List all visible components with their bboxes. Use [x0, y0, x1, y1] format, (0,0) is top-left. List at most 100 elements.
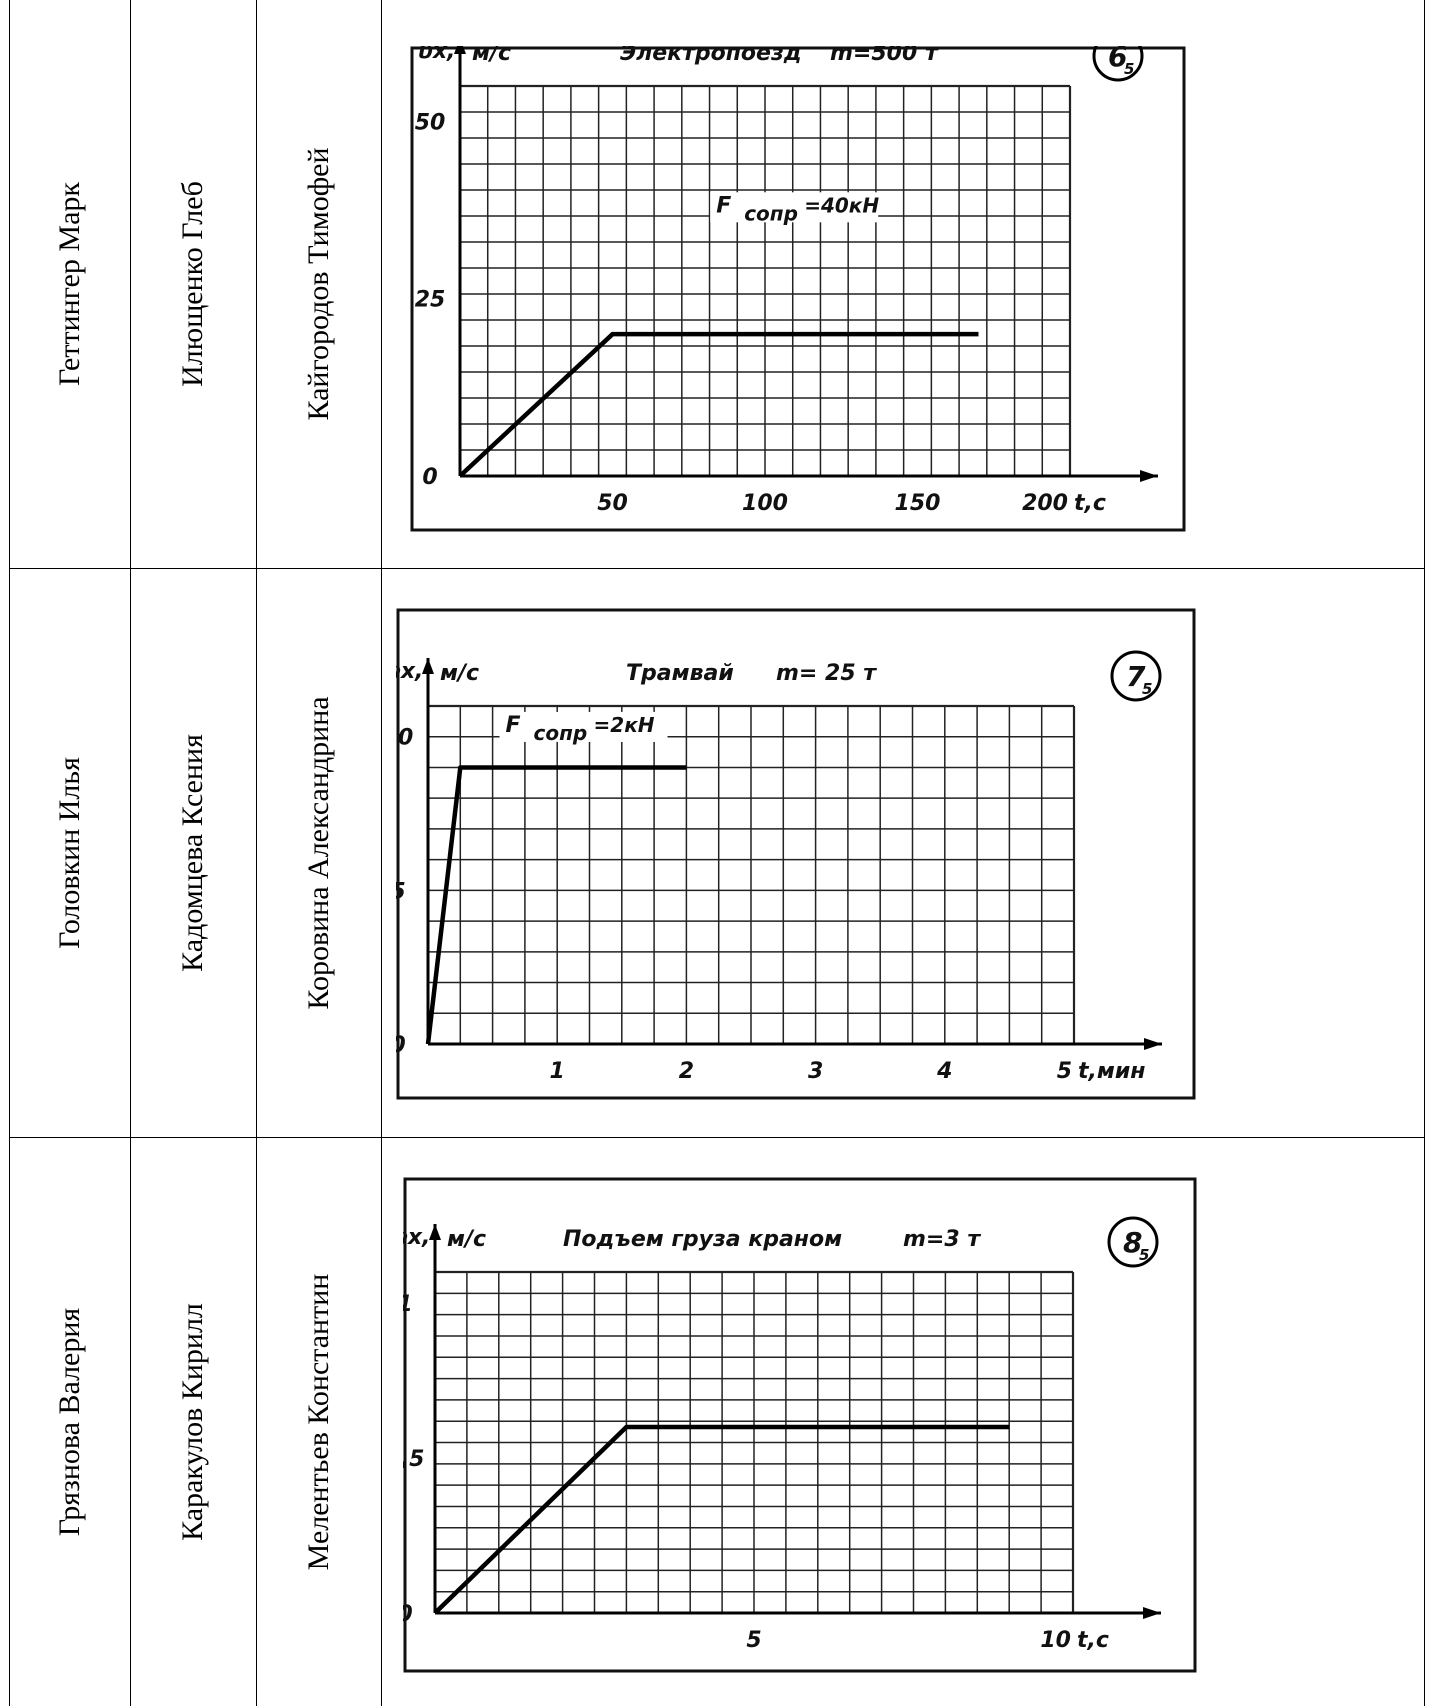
student-name-cell: Кадомцева Ксения — [130, 568, 256, 1137]
resistance-force-symbol: F — [506, 713, 521, 738]
variant-badge: 65 — [1092, 46, 1144, 82]
variant-badge-subscript: 5 — [1124, 60, 1134, 78]
student-name-cell: Мелентьев Константин — [256, 1137, 381, 1706]
y-axis-arrow — [454, 46, 466, 54]
x-axis-arrow — [1143, 1607, 1161, 1619]
y-axis-arrow — [422, 658, 434, 674]
column-divider — [381, 0, 382, 1706]
row-divider — [9, 1137, 1425, 1138]
student-name: Коровина Александрина — [301, 695, 335, 1010]
student-name-cell: Коровина Александрина — [256, 568, 381, 1137]
student-name-cell: Кайгородов Тимофей — [256, 0, 381, 568]
x-tick-label: 200 — [1022, 491, 1068, 516]
y-axis-symbol: υx, — [418, 46, 455, 64]
y-axis-arrow — [429, 1224, 441, 1240]
y-axis-unit: м/с — [440, 661, 479, 686]
student-name: Головкин Илья — [52, 756, 86, 949]
variant-badge: 75 — [1110, 650, 1162, 702]
student-name-cell: Илющенко Глеб — [130, 0, 256, 568]
y-axis-unit: м/с — [472, 46, 511, 66]
x-tick-label: 100 — [742, 491, 788, 516]
student-name: Кадомцева Ксения — [176, 733, 209, 972]
x-tick-label: 50 — [597, 491, 628, 516]
x-axis-unit: t,с — [1077, 1628, 1109, 1653]
student-name-cell: Грязнова Валерия — [9, 1137, 130, 1706]
student-name-cell: Головкин Илья — [9, 568, 130, 1137]
resistance-force-label-bg — [710, 192, 879, 223]
y-tick-label: 25 — [415, 288, 446, 313]
resistance-force-value: =2кН — [594, 713, 655, 737]
variant-badge-circle — [1092, 46, 1144, 82]
y-tick-label: 0,5 — [403, 1447, 424, 1472]
table-border-left — [9, 0, 10, 1706]
figure-frame — [410, 46, 1186, 532]
student-name-cell: Геттингер Марк — [9, 0, 130, 568]
y-axis-unit: м/с — [447, 1227, 486, 1252]
student-name: Илющенко Глеб — [176, 181, 209, 387]
figure-frame — [396, 608, 1196, 1100]
column-divider — [256, 0, 257, 1706]
velocity-line — [425, 765, 687, 1045]
y-axis-symbol: υx, — [403, 1225, 430, 1250]
x-tick-label: 5 — [1057, 1059, 1072, 1084]
resistance-force-subscript: сопр — [534, 721, 588, 745]
y-tick-label: 0 — [396, 1033, 406, 1058]
variant-badge-number: 8 — [1123, 1226, 1142, 1259]
variant-badge: 85 — [1107, 1216, 1159, 1268]
x-tick-label: 1 — [550, 1059, 565, 1084]
y-axis-symbol: υx, — [396, 659, 423, 684]
resistance-force-subscript: сопр — [744, 201, 798, 225]
student-name: Кайгородов Тимофей — [301, 147, 335, 421]
chart-title: Подъем груза краном — [563, 1227, 842, 1252]
velocity-line — [433, 1424, 1010, 1615]
x-tick-label: 2 — [679, 1059, 694, 1084]
grid — [434, 1270, 1075, 1614]
table-border-right — [1424, 0, 1425, 1706]
chart-mass: m=500 т — [830, 46, 939, 66]
resistance-force-label-bg — [499, 711, 668, 742]
variant-badge-circle — [1110, 650, 1162, 702]
row-divider — [9, 568, 1425, 569]
variant-badge-number: 6 — [1108, 46, 1127, 73]
variant-badge-number: 7 — [1126, 660, 1146, 693]
x-tick-label: 10 — [1040, 1628, 1071, 1653]
y-tick-label: 5 — [396, 879, 406, 904]
x-tick-label: 150 — [895, 491, 941, 516]
y-tick-label: 1 — [403, 1292, 413, 1317]
student-name: Мелентьев Константин — [301, 1273, 335, 1570]
variant-badge-subscript: 5 — [1142, 680, 1152, 698]
y-tick-label: 0 — [422, 465, 437, 490]
y-tick-label: 10 — [396, 726, 413, 751]
x-axis-arrow — [1144, 1038, 1162, 1050]
x-axis-unit: t,с — [1074, 491, 1106, 516]
y-tick-label: 50 — [415, 110, 446, 135]
grid — [459, 84, 1072, 477]
x-tick-label: 3 — [808, 1059, 823, 1084]
student-name-cell: Каракулов Кирилл — [130, 1137, 256, 1706]
variant-badge-circle — [1107, 1216, 1159, 1268]
grid — [427, 704, 1076, 1045]
student-name: Грязнова Валерия — [52, 1307, 86, 1536]
column-divider — [130, 0, 131, 1706]
resistance-force-value: =40кН — [804, 193, 879, 217]
variant-badge-subscript: 5 — [1139, 1246, 1149, 1264]
chart-mass: m=3 т — [903, 1227, 981, 1252]
student-name: Каракулов Кирилл — [176, 1302, 209, 1541]
y-tick-label: 0 — [403, 1602, 413, 1627]
chart-mass: m= 25 т — [776, 661, 877, 686]
chart-title: Трамвай — [626, 661, 734, 686]
x-axis-unit: t,мин — [1078, 1059, 1145, 1084]
x-tick-label: 4 — [936, 1059, 952, 1084]
x-axis-arrow — [1140, 470, 1158, 482]
chart-title: Электропоезд — [620, 46, 802, 66]
velocity-line — [458, 331, 979, 478]
resistance-force-symbol: F — [716, 193, 731, 218]
x-tick-label: 5 — [746, 1628, 761, 1653]
student-name: Геттингер Марк — [52, 182, 86, 386]
